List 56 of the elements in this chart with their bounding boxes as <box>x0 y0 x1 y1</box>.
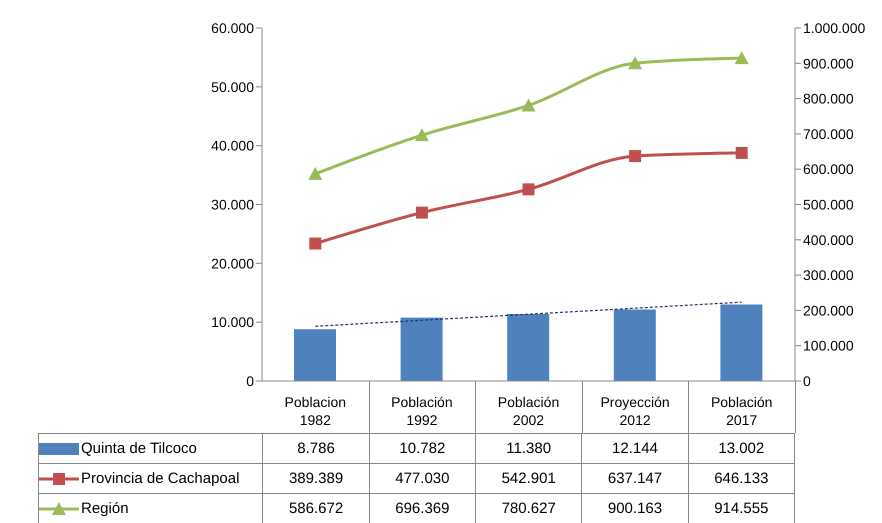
y2-tick-label: 600.000 <box>803 161 854 178</box>
data-label: 696.369 <box>370 494 476 523</box>
point <box>416 206 428 219</box>
point <box>522 98 536 112</box>
x-tick-label: Proyección 2012 <box>600 394 670 428</box>
y2-tick-label: 800.000 <box>803 90 854 107</box>
point <box>308 166 322 180</box>
data-label: 389.389 <box>263 464 370 493</box>
x-tick-label: Poblacion 1982 <box>284 394 346 428</box>
data-label: 646.133 <box>688 464 795 493</box>
bar <box>614 310 656 381</box>
data-label: 12.144 <box>582 434 689 463</box>
data-label: 586.672 <box>263 494 370 523</box>
data-label: 477.030 <box>370 464 476 493</box>
data-label: 8.786 <box>263 434 370 463</box>
data-label: 637.147 <box>582 464 689 493</box>
y2-tick-label: 900.000 <box>803 55 854 72</box>
x-tick-label: Población 2017 <box>710 394 772 428</box>
y-tick-label: 10.000 <box>211 314 254 330</box>
y2-tick-label: 500.000 <box>803 196 854 212</box>
y-tick-label: 50.000 <box>211 78 254 95</box>
point <box>522 183 534 196</box>
bar <box>400 318 443 381</box>
y-tick-label: 40.000 <box>211 138 254 154</box>
data-label: 542.901 <box>476 464 582 493</box>
data-label: 11.380 <box>476 434 582 463</box>
y2-tick-label: 200.000 <box>803 302 854 318</box>
bar <box>720 304 762 381</box>
data-label: 914.555 <box>688 494 795 523</box>
y2-tick-label: 100.000 <box>803 338 854 354</box>
y2-tick-label: 1.000.000 <box>803 20 866 36</box>
bar <box>507 314 550 381</box>
y-tick-label: 20.000 <box>211 255 254 272</box>
legend-label: Quinta de Tilcoco <box>81 440 197 457</box>
y2-tick-label: 700.000 <box>803 126 854 142</box>
y-tick-label: 60.000 <box>211 20 254 36</box>
point <box>628 56 642 70</box>
y2-tick-label: 300.000 <box>803 267 854 284</box>
bar <box>294 329 336 381</box>
point <box>736 146 748 159</box>
point <box>734 51 749 64</box>
legend-label: Provincia de Cachapoal <box>81 470 240 487</box>
point <box>414 128 429 142</box>
legend-label: Región <box>81 500 129 517</box>
data-label: 780.627 <box>476 494 582 523</box>
x-tick-label: Población 1992 <box>391 394 453 428</box>
y-tick-label: 30.000 <box>211 196 254 212</box>
y2-tick-label: 400.000 <box>803 232 854 248</box>
point <box>309 238 322 250</box>
point <box>629 150 642 162</box>
y-tick-label: 0 <box>246 372 254 389</box>
data-label: 13.002 <box>688 434 795 463</box>
data-label: 10.782 <box>370 434 476 463</box>
data-label: 900.163 <box>582 494 689 523</box>
x-tick-label: Población 2002 <box>498 394 560 428</box>
y2-tick-label: 0 <box>803 372 811 389</box>
